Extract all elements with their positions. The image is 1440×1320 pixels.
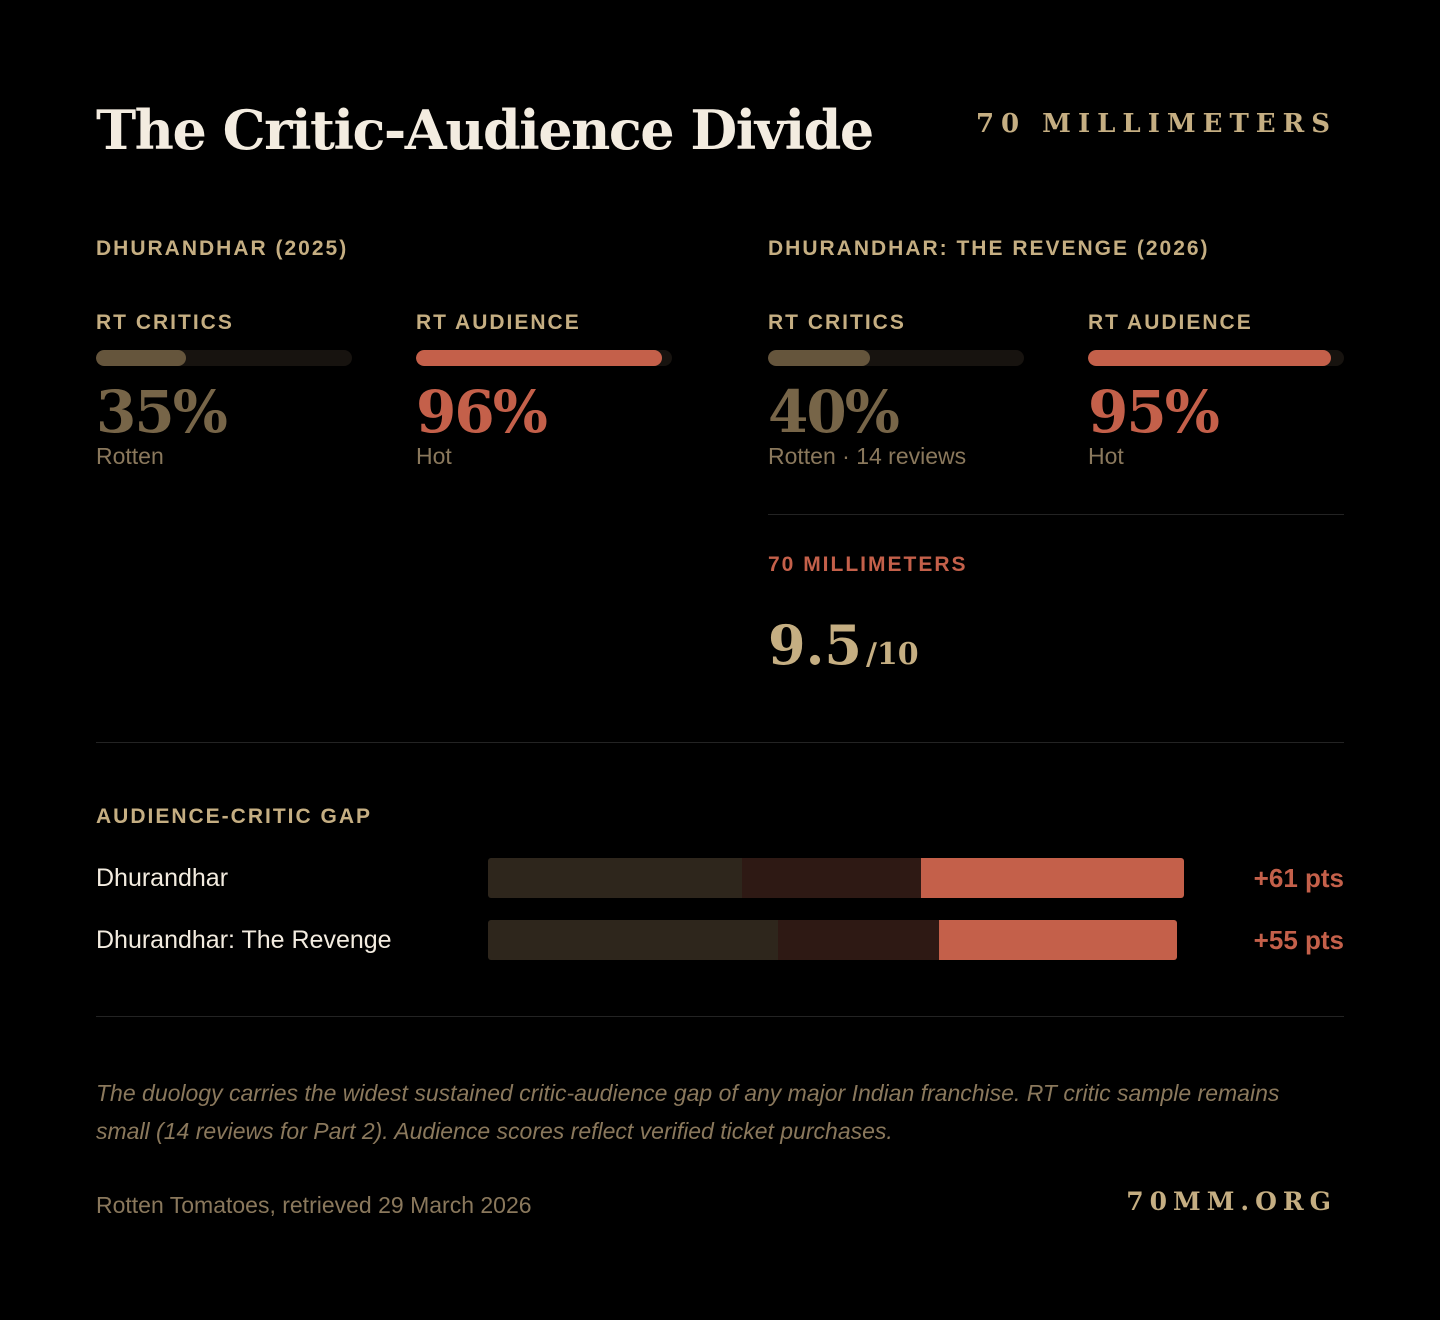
critics-label: RT CRITICS	[96, 311, 234, 334]
page-title: The Critic-Audience Divide	[96, 98, 874, 162]
audience-score: 95%	[1088, 378, 1220, 446]
critics-label: RT CRITICS	[768, 311, 906, 334]
critics-score: 40%	[768, 378, 900, 446]
brand-logo: 70 MILLIMETERS	[975, 109, 1337, 139]
gap-section-title: AUDIENCE-CRITIC GAP	[96, 805, 373, 828]
critics-bar-track	[96, 350, 352, 366]
film-2-critics: RT CRITICS 40% Rotten · 14 reviews	[768, 310, 1024, 469]
mm-rating: 9.5/10	[768, 610, 919, 690]
audience-bar-fill	[416, 350, 662, 366]
gap-bar-critic-segment	[488, 858, 742, 898]
film-1-critics: RT CRITICS 35% Rotten	[96, 310, 352, 469]
critics-status: Rotten · 14 reviews	[768, 443, 967, 469]
audience-bar-fill	[1088, 350, 1331, 366]
film-1-audience: RT AUDIENCE 96% Hot	[416, 310, 672, 469]
mm-rating-label: 70 MILLIMETERS	[768, 553, 968, 576]
divider	[768, 514, 1344, 515]
footnote: The duology carries the widest sustained…	[96, 1080, 1280, 1144]
critics-bar-track	[768, 350, 1024, 366]
site-url: 70MM.ORG	[1126, 1187, 1337, 1216]
gap-bar-audience-segment	[939, 920, 1177, 960]
gap-row: Dhurandhar +61 pts	[96, 858, 1344, 898]
audience-bar-track	[1088, 350, 1344, 366]
film-1-label: DHURANDHAR (2025)	[96, 237, 349, 260]
gap-delta-label: +55 pts	[1253, 925, 1344, 955]
divider	[96, 742, 1344, 743]
audience-status: Hot	[416, 443, 452, 469]
gap-delta-label: +61 pts	[1253, 863, 1344, 893]
audience-label: RT AUDIENCE	[416, 311, 581, 334]
gap-row-name: Dhurandhar	[96, 864, 229, 892]
critics-status: Rotten	[96, 443, 164, 469]
film-2-label: DHURANDHAR: THE REVENGE (2026)	[768, 237, 1210, 260]
gap-bar-gap-segment	[741, 858, 921, 898]
mm-rating-out-of: /10	[865, 637, 919, 672]
film-2-audience: RT AUDIENCE 95% Hot	[1088, 310, 1344, 469]
critics-score: 35%	[96, 378, 228, 446]
gap-row-name: Dhurandhar: The Revenge	[96, 926, 392, 954]
gap-bar	[488, 858, 1184, 898]
gap-row: Dhurandhar: The Revenge +55 pts	[96, 920, 1344, 960]
source-credit: Rotten Tomatoes, retrieved 29 March 2026	[96, 1192, 532, 1218]
audience-score: 96%	[416, 378, 548, 446]
divider	[96, 1016, 1344, 1017]
critics-bar-fill	[768, 350, 870, 366]
critics-bar-fill	[96, 350, 186, 366]
gap-bar-critic-segment	[488, 920, 778, 960]
mm-rating-score: 9.5	[768, 613, 862, 677]
audience-label: RT AUDIENCE	[1088, 311, 1253, 334]
audience-bar-track	[416, 350, 672, 366]
gap-bar	[488, 920, 1177, 960]
audience-status: Hot	[1088, 443, 1124, 469]
gap-bar-gap-segment	[778, 920, 940, 960]
gap-bar-audience-segment	[920, 858, 1184, 898]
